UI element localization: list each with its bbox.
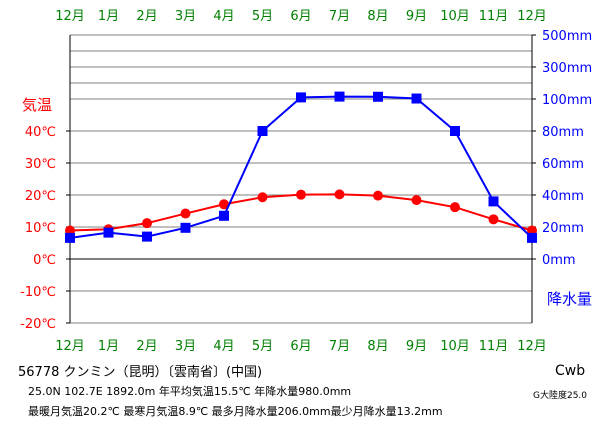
month-label: 7月 [329,9,350,24]
temperature-point [296,189,306,200]
precipitation-point [65,232,75,243]
precipitation-point [296,92,306,103]
month-label: 4月 [213,9,234,24]
month-label: 12月 [517,339,547,354]
month-label: 12月 [55,9,85,24]
station-info-line1: 25.0N 102.7E 1892.0m 年平均気温15.5℃ 年降水量980.… [28,385,352,398]
temperature-point [450,202,460,213]
temperature-point [257,192,268,203]
precipitation-point [103,227,114,238]
station-info-line2: 最暖月気温20.2℃ 最寒月気温8.9℃ 最多月降水量206.0mm最少月降水量… [28,405,443,418]
precipitation-tick-label: 100mm [542,93,592,108]
precipitation-point [373,91,383,102]
temperature-tick-label: 0℃ [33,253,56,268]
month-label: 8月 [367,9,388,24]
precipitation-tick-label: 0mm [542,253,576,268]
month-label: 6月 [290,339,311,354]
climate-code: Cwb [555,363,586,379]
precipitation-tick-label: 300mm [542,61,592,76]
precipitation-tick-label: 20mm [542,221,584,236]
precipitation-tick-label: 80mm [542,125,584,140]
month-label: 1月 [98,339,119,354]
month-label: 11月 [479,9,509,24]
temperature-point [488,214,499,225]
month-label: 4月 [213,339,234,354]
month-label: 9月 [406,339,427,354]
precipitation-series [65,91,537,243]
precipitation-point [334,91,345,102]
precipitation-tick-labels: 0mm 20mm 40mm 60mm 80mm 100mm 300mm 500mm [532,29,592,268]
precipitation-tick-label: 40mm [542,189,584,204]
precipitation-tick-label: 60mm [542,157,584,172]
precipitation-point [411,93,422,104]
temperature-tick-label: 20℃ [25,189,56,204]
top-month-labels: 12月 1月 2月 3月 4月 5月 6月 7月 8月 9月 10月 11月 12月 [55,9,547,24]
month-label: 12月 [517,9,547,24]
temperature-point [219,199,229,210]
month-label: 11月 [479,339,509,354]
temperature-series [65,189,537,236]
month-label: 2月 [136,339,157,354]
temperature-tick-label: 30℃ [25,157,56,172]
temperature-point [411,195,422,206]
precipitation-tick-label: 500mm [542,29,592,44]
month-label: 8月 [367,339,388,354]
precipitation-point [219,210,229,221]
month-label: 6月 [290,9,311,24]
month-label: 7月 [329,339,350,354]
temperature-point [180,208,191,219]
temperature-line [69,193,533,232]
month-label: 3月 [175,9,196,24]
temperature-tick-label: 10℃ [25,221,56,236]
precipitation-point [180,222,191,233]
temperature-tick-label: -20℃ [20,317,56,332]
temperature-point [142,218,152,229]
month-label: 10月 [440,339,470,354]
month-label: 5月 [252,9,273,24]
temperature-point [373,190,383,201]
axis-lines [69,35,533,323]
precipitation-point [527,232,537,243]
precipitation-point [450,126,460,136]
month-label: 1月 [98,9,119,24]
precipitation-point [488,196,499,207]
bottom-month-labels: 12月 1月 2月 3月 4月 5月 6月 7月 8月 9月 10月 11月 12月 [55,339,547,354]
temperature-tick-labels: 40℃ 30℃ 20℃ 10℃ 0℃ -10℃ -20℃ [20,125,70,332]
month-label: 12月 [55,339,85,354]
month-label: 2月 [136,9,157,24]
month-label: 9月 [406,9,427,24]
temperature-axis-title: 気温 [22,96,52,114]
precipitation-point [257,126,268,136]
precipitation-point [142,231,152,242]
temperature-tick-label: -10℃ [20,285,56,300]
temperature-point [334,189,345,200]
precipitation-axis-title: 降水量 [547,290,592,308]
precipitation-line [69,95,533,239]
month-label: 3月 [175,339,196,354]
grid-lines [70,34,532,324]
temperature-tick-label: 40℃ [25,125,56,140]
month-label: 10月 [440,9,470,24]
continentality-index: G大陸度25.0 [533,391,588,401]
station-title: 56778 クンミン（昆明）〔雲南省〕(中国) [18,365,263,380]
month-label: 5月 [252,339,273,354]
